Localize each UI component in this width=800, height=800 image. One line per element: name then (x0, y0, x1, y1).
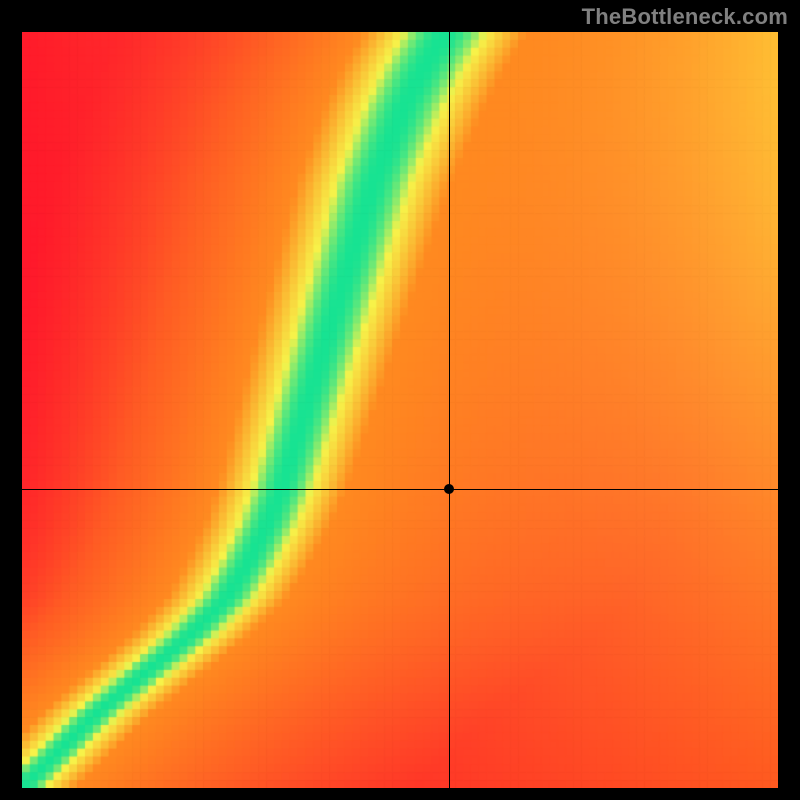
crosshair-dot (444, 484, 454, 494)
heatmap-canvas (22, 32, 778, 788)
watermark-text: TheBottleneck.com (582, 4, 788, 30)
crosshair-horizontal (22, 489, 778, 490)
plot-area (22, 32, 778, 788)
crosshair-vertical (449, 32, 450, 788)
chart-container: TheBottleneck.com (0, 0, 800, 800)
